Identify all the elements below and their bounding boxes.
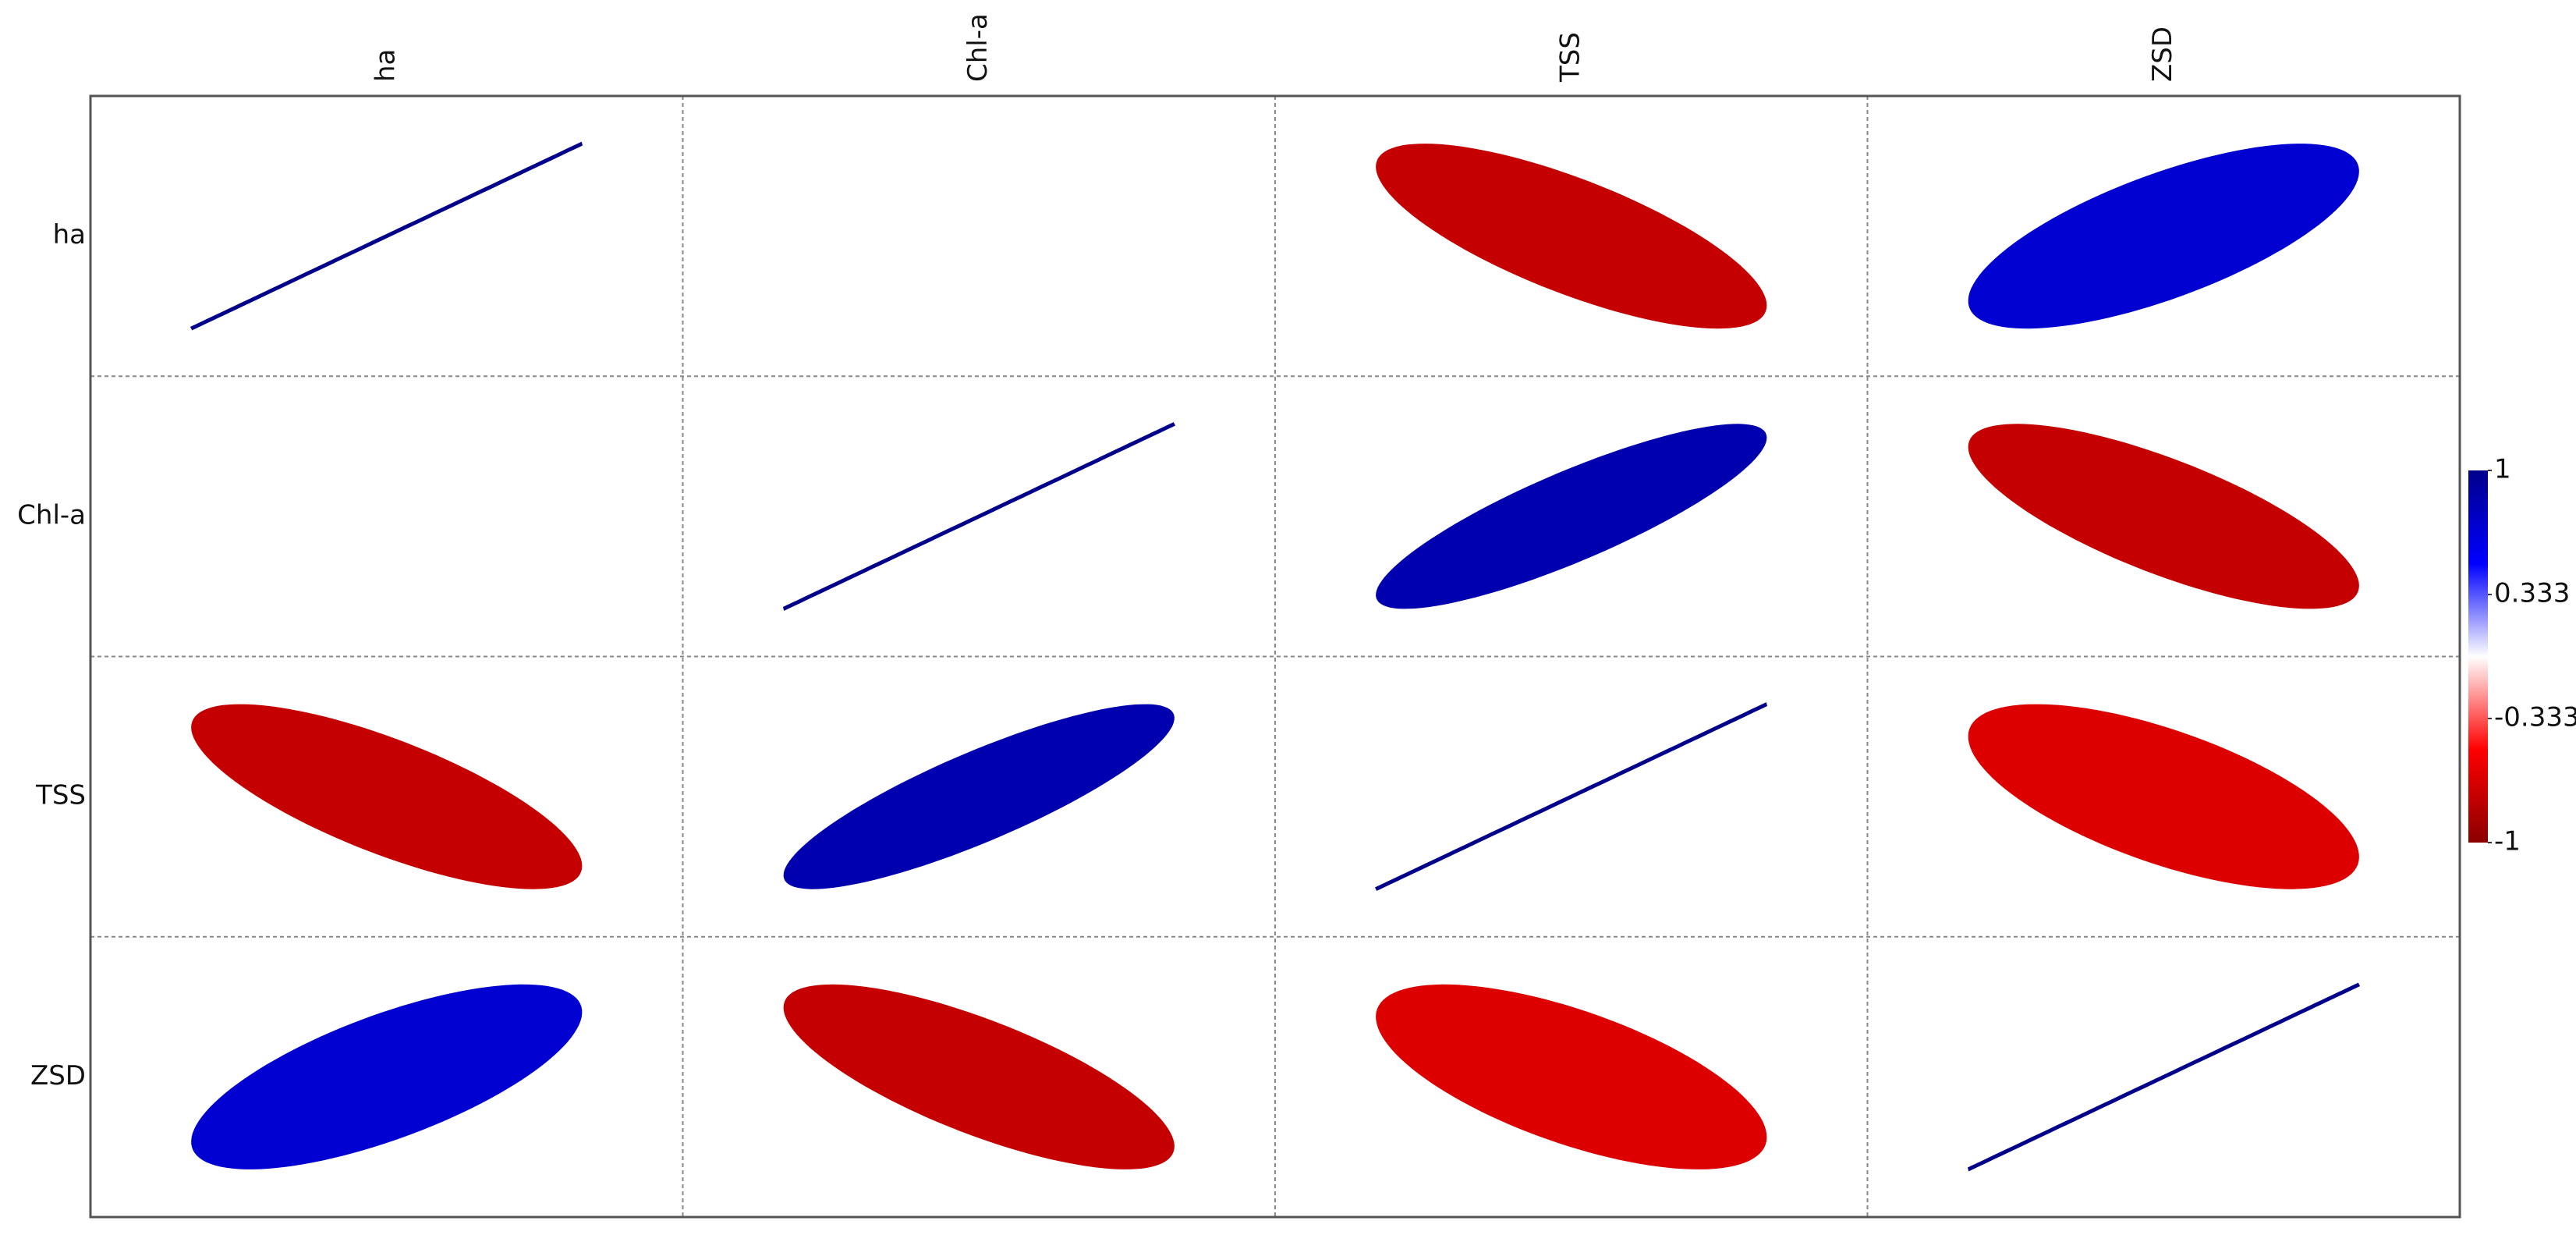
correlation-ellipse <box>783 144 1175 329</box>
row-label: ZSD <box>30 1060 86 1091</box>
correlation-ellipse <box>1968 144 2359 329</box>
row-label: ha <box>53 219 86 250</box>
correlation-ellipse <box>191 424 583 609</box>
correlation-line <box>190 141 583 331</box>
plot-border <box>89 94 2461 1219</box>
correlation-ellipse <box>1376 984 1767 1169</box>
colorbar-tick-label: 0.333 <box>2494 578 2570 609</box>
correlation-ellipse <box>1376 144 1767 329</box>
correlation-line <box>1374 702 1768 891</box>
column-label: ZSD <box>2147 27 2178 82</box>
correlation-ellipse <box>191 704 583 889</box>
correlation-ellipse <box>1968 424 2359 609</box>
column-label: Chl-a <box>962 13 994 82</box>
row-label: Chl-a <box>17 499 86 531</box>
column-label: ha <box>370 49 401 82</box>
colorbar-tick-label: 1 <box>2494 454 2511 485</box>
correlation-ellipse <box>1968 704 2359 889</box>
row-label: TSS <box>35 780 86 811</box>
colorbar-tick-label: -1 <box>2494 826 2521 857</box>
colorbar-tick-label: -0.333 <box>2494 701 2576 733</box>
correlation-line <box>1967 982 2361 1172</box>
correlation-ellipse <box>783 984 1175 1169</box>
column-label: TSS <box>1554 32 1586 83</box>
correlation-ellipse <box>1376 424 1767 609</box>
correlation-line <box>782 422 1176 611</box>
colorbar <box>2468 470 2488 843</box>
correlation-ellipse <box>783 704 1175 889</box>
correlation-ellipse <box>191 984 583 1169</box>
